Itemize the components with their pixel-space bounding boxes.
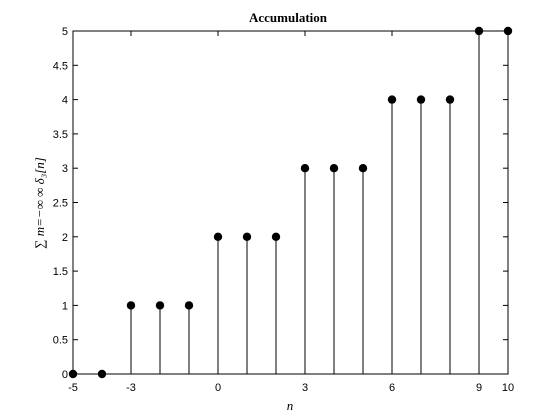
- stem-marker: [416, 95, 426, 104]
- y-tick-label: 0.5: [53, 335, 68, 347]
- x-tick-label: 3: [302, 382, 308, 394]
- stem-marker: [242, 232, 252, 241]
- stem-marker: [184, 301, 194, 310]
- x-tick-label: -5: [68, 382, 78, 394]
- y-tick-label: 2: [62, 232, 68, 244]
- y-tick-label: 5: [62, 26, 68, 38]
- stem-marker: [68, 369, 78, 379]
- x-tick-label: 6: [389, 382, 395, 394]
- y-tick-label: 4.5: [53, 60, 68, 72]
- y-axis-label: ∑ m=−∞ ∞ δ₃[n]: [32, 157, 47, 249]
- stem-marker: [387, 95, 397, 104]
- stem-marker: [329, 164, 339, 173]
- plot-area: [72, 30, 509, 375]
- y-tick-label: 1.5: [53, 266, 68, 278]
- y-tick-label: 0: [62, 369, 68, 381]
- y-tick-label: 1: [62, 300, 68, 312]
- y-tick-label: 2.5: [53, 198, 68, 210]
- stem-marker: [126, 301, 136, 310]
- stem-marker: [503, 26, 513, 36]
- stem-series: [68, 26, 513, 379]
- stem-marker: [155, 301, 165, 310]
- x-tick-label: 10: [502, 382, 514, 394]
- stem-marker: [300, 164, 310, 173]
- y-axis: 0 0.5 1 1.5 2 2.5 3 3.5 4 4.5 5: [53, 26, 508, 381]
- x-axis-label: n: [287, 398, 294, 413]
- stem-marker: [271, 232, 281, 241]
- y-tick-label: 3.5: [53, 129, 68, 141]
- stem-marker: [97, 369, 107, 379]
- stem-marker: [358, 164, 368, 173]
- x-tick-label: -3: [126, 382, 136, 394]
- stem-marker: [213, 232, 223, 241]
- y-tick-label: 4: [62, 95, 68, 107]
- x-tick-label: 9: [476, 382, 482, 394]
- x-tick-label: 0: [215, 382, 221, 394]
- stem-marker: [445, 95, 455, 104]
- stem-marker: [474, 26, 484, 36]
- y-tick-label: 3: [62, 163, 68, 175]
- chart-title: Accumulation: [249, 10, 328, 25]
